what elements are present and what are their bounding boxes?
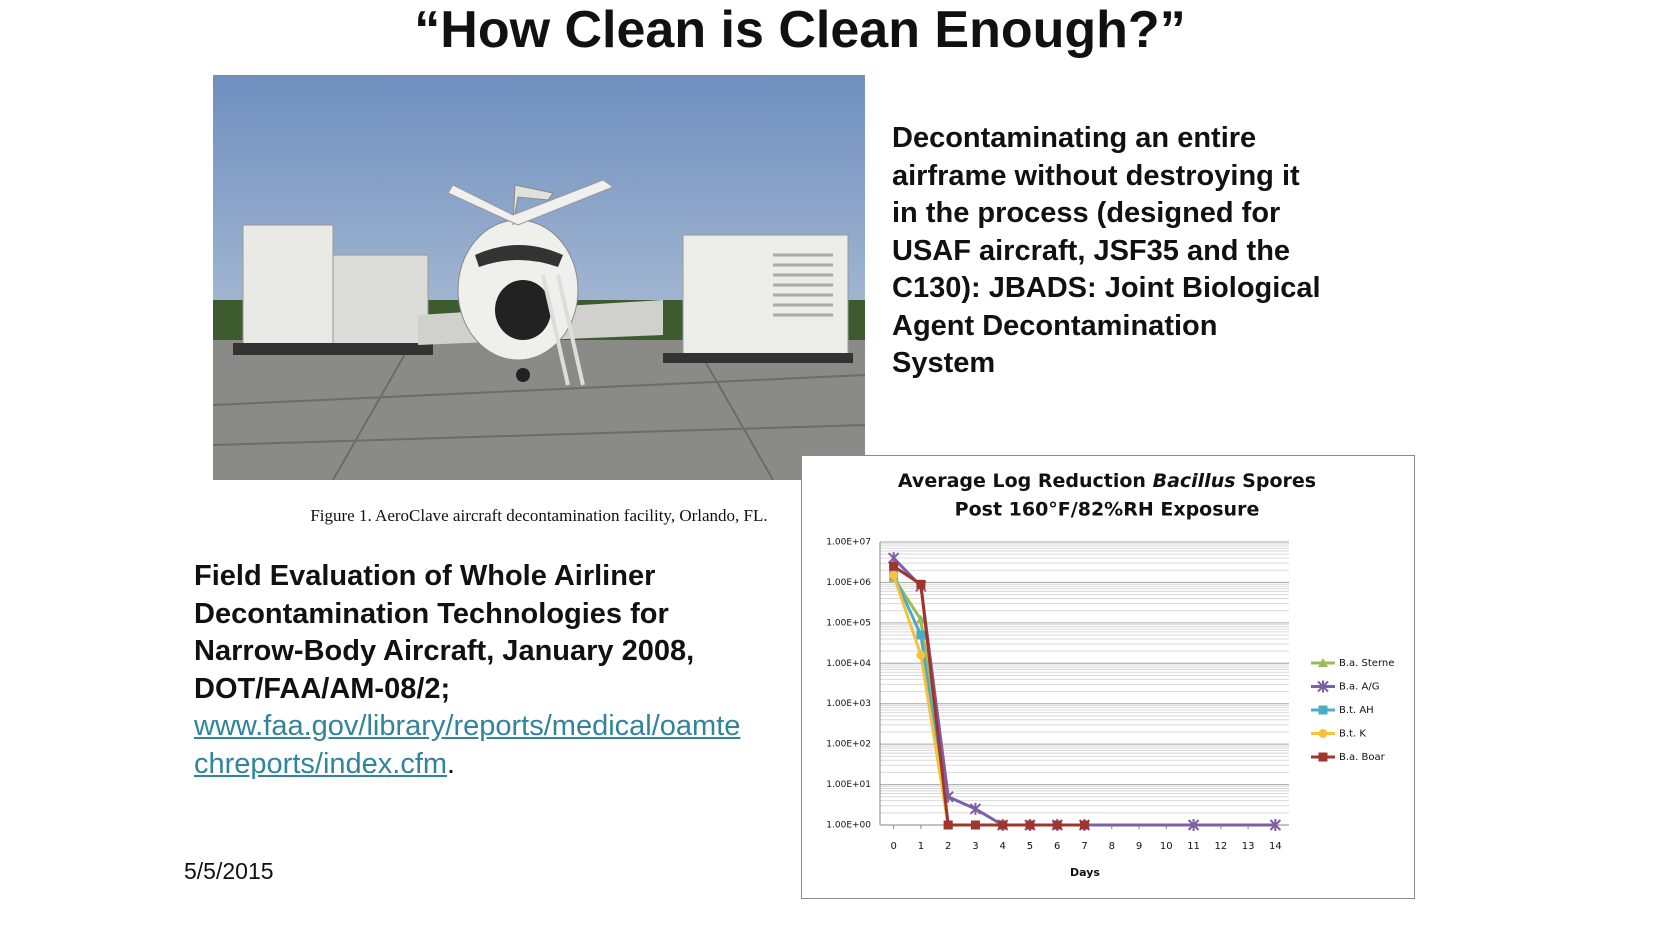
x-tick-label: 14 [1269, 841, 1282, 852]
citation-link[interactable]: www.faa.gov/library/reports/medical/oamt… [194, 710, 741, 742]
x-tick-label: 9 [1136, 841, 1142, 852]
point [1052, 820, 1062, 830]
point [889, 570, 899, 580]
point [969, 802, 982, 815]
citation-line: Field Evaluation of Whole Airliner [194, 560, 656, 592]
description-line: System [892, 347, 996, 379]
legend-marker [1318, 729, 1328, 738]
description-line: Agent Decontamination [892, 309, 1218, 342]
x-tick-label: 4 [1000, 841, 1006, 852]
description-line: in the process (designed for [892, 197, 1281, 229]
x-tick-label: 2 [945, 841, 951, 852]
x-tick-label: 12 [1214, 841, 1227, 852]
y-tick-label: 1.00E+05 [826, 618, 871, 628]
x-tick-label: 10 [1160, 841, 1173, 852]
chart-border [801, 455, 1415, 899]
x-tick-label: 5 [1027, 841, 1033, 852]
point [889, 561, 899, 571]
legend-marker [1318, 705, 1328, 715]
point [970, 820, 980, 830]
legend-marker [1317, 680, 1329, 693]
point [916, 630, 926, 640]
description: Decontaminating an entire airframe withou… [892, 120, 1321, 383]
y-tick-label: 1.00E+01 [826, 780, 871, 790]
x-tick-label: 7 [1081, 841, 1087, 852]
chart-title: Average Log Reduction Bacillus Spores [898, 470, 1316, 492]
citation-link-row: www.faa.gov/library/reports/medical/oamt… [194, 708, 740, 746]
point [1269, 819, 1282, 831]
point [1187, 819, 1200, 831]
y-tick-label: 1.00E+00 [826, 821, 871, 831]
y-tick-label: 1.00E+02 [826, 740, 871, 750]
chart: Average Log Reduction Bacillus Spores Po… [801, 455, 1415, 899]
point [916, 579, 926, 589]
slide-title: “How Clean is Clean Enough?” [414, 1, 1186, 59]
legend-label: B.a. Sterne [1339, 658, 1394, 669]
citation-link-row: chreports/index.cfm. [194, 746, 740, 784]
x-tick-label: 0 [890, 841, 896, 852]
point [915, 614, 926, 624]
citation-line: Narrow-Body Aircraft, January 2008, [194, 635, 695, 667]
date: 5/5/2015 [184, 858, 274, 884]
chart-title-part: Spores [1242, 470, 1316, 492]
x-axis-label: Days [1070, 866, 1100, 879]
chart-title-part: Average Log Reduction [898, 470, 1146, 492]
series-line [892, 565, 1085, 827]
legend-marker [1318, 658, 1328, 667]
y-tick-label: 1.00E+03 [826, 699, 871, 709]
y-tick-label: 1.00E+07 [826, 538, 871, 548]
photo-caption: Figure 1. AeroClave aircraft decontamina… [310, 506, 768, 525]
point [1025, 820, 1035, 830]
description-line: USAF aircraft, JSF35 and the [892, 234, 1291, 267]
citation-line: Decontamination Technologies for [194, 597, 669, 630]
x-tick-label: 3 [972, 841, 978, 852]
x-tick-label: 6 [1054, 841, 1060, 852]
legend-label: B.a. A/G [1339, 682, 1379, 693]
x-tick-label: 11 [1187, 841, 1200, 852]
description-line: airframe without destroying it [892, 159, 1300, 192]
point [998, 820, 1008, 830]
legend-label: B.a. Boar [1339, 752, 1386, 763]
legend-label: B.t. AH [1339, 705, 1374, 716]
x-tick-label: 13 [1242, 841, 1255, 852]
point [916, 650, 926, 660]
point [1080, 820, 1089, 830]
citation-end: . [447, 747, 456, 780]
y-tick-label: 1.00E+06 [826, 578, 871, 588]
x-tick-label: 1 [918, 841, 924, 852]
citation-link[interactable]: chreports/index.cfm [194, 747, 448, 780]
point [943, 820, 953, 830]
y-tick-label: 1.00E+04 [826, 659, 871, 669]
legend-label: B.t. K [1339, 729, 1366, 740]
legend-marker [1318, 752, 1328, 762]
description-line: Decontaminating an entire [892, 122, 1257, 154]
citation: Field Evaluation of Whole Airliner Decont… [194, 558, 740, 783]
chart-title-part: Bacillus [1153, 470, 1236, 492]
description-line: C130): JBADS: Joint Biological [892, 272, 1321, 304]
photo [213, 75, 865, 480]
x-tick-label: 8 [1109, 841, 1115, 852]
chart-subtitle: Post 160°F/82%RH Exposure [955, 499, 1260, 521]
citation-line: DOT/FAA/AM-08/2; [194, 672, 451, 705]
